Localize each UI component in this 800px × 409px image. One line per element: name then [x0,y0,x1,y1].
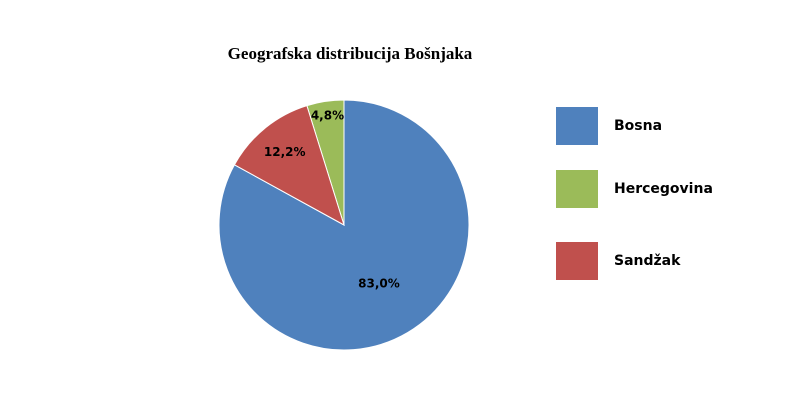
legend-swatch [556,242,598,280]
data-label: 83,0% [358,277,400,291]
data-label: 4,8% [311,109,344,123]
data-label: 12,2% [264,145,306,159]
legend-label: Hercegovina [614,181,713,197]
legend-swatch [556,107,598,145]
chart-title: Geografska distribucija Bošnjaka [228,44,473,63]
legend-label: Sandžak [614,253,681,269]
pie-slice [233,105,345,227]
legend-swatch [556,170,598,208]
legend-label: Bosna [614,118,662,134]
